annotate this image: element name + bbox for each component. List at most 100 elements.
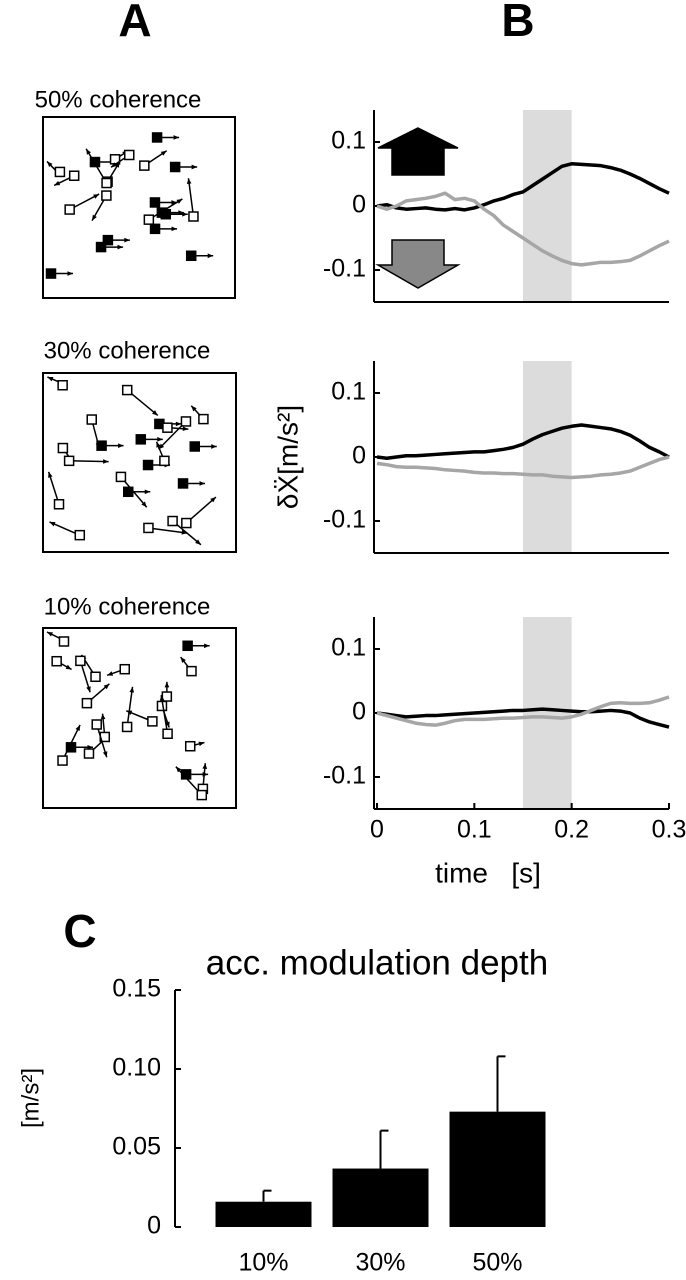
dot: [162, 422, 173, 433]
dot: [74, 529, 86, 541]
arrow-head: [186, 178, 192, 185]
dot: [54, 166, 66, 178]
x-tick-label: 30%: [355, 1249, 405, 1277]
dot: [81, 697, 93, 709]
arrow-head: [191, 164, 198, 170]
y-tick-label: 0: [352, 191, 366, 219]
dot: [89, 156, 101, 168]
y-tick-label: 0.10: [112, 1054, 161, 1082]
arrow-head: [102, 751, 108, 758]
bar: [215, 1201, 312, 1227]
dot: [151, 132, 163, 143]
dot: [135, 434, 147, 445]
arrow-head: [198, 741, 205, 747]
dot: [68, 170, 80, 181]
dot: [95, 241, 107, 253]
down-arrow-icon: [375, 239, 461, 289]
dot: [142, 459, 154, 471]
dot: [159, 455, 170, 467]
up-arrow-icon: [377, 127, 459, 176]
arrow-head: [202, 763, 208, 769]
dot: [45, 268, 57, 279]
dot: [96, 440, 107, 451]
arrow-head: [95, 442, 101, 449]
x-tick-label: 0.3: [652, 816, 686, 844]
arrow-head: [141, 501, 147, 508]
x-tick-label: 0.2: [554, 816, 589, 844]
arrow-head: [103, 459, 109, 464]
dot: [101, 177, 112, 189]
data-line: [376, 191, 670, 267]
arrow-head: [65, 664, 72, 670]
data-line: [376, 162, 670, 212]
arrow-head: [54, 180, 61, 186]
dot: [101, 190, 112, 201]
data-line: [376, 695, 670, 727]
motion-arrow: [158, 424, 183, 450]
stimulus-label: 50% coherence: [35, 86, 202, 113]
dot: [121, 384, 133, 396]
y-tick-label: 0.1: [331, 127, 366, 155]
dot: [189, 441, 201, 452]
dot: [53, 499, 65, 510]
dot: [147, 716, 158, 727]
dot: [139, 160, 150, 171]
panel-label: B: [501, 0, 534, 46]
chart-title: acc. modulation depth: [206, 943, 548, 982]
arrow-head: [182, 426, 189, 432]
stimulus-box: [42, 627, 237, 809]
arrow-head: [86, 686, 91, 693]
arrow-head: [152, 410, 158, 416]
dot: [149, 223, 161, 235]
arrow-head: [92, 214, 97, 221]
dot: [169, 161, 181, 173]
arrow-head: [159, 695, 165, 701]
arrow-head: [182, 211, 188, 217]
y-tick-label: -0.1: [323, 762, 366, 790]
x-tick-label: 0.1: [457, 816, 492, 844]
x-axis-label: time [s]: [435, 857, 541, 888]
arrow-head: [47, 161, 53, 168]
stimulus-label: 30% coherence: [44, 337, 211, 364]
arrow-head: [199, 481, 206, 486]
dot-field: [45, 132, 217, 801]
dot: [124, 149, 135, 161]
motion-arrow: [85, 148, 105, 180]
arrow-head: [191, 405, 197, 412]
arrow-head: [181, 530, 188, 535]
arrow-head: [118, 443, 124, 449]
dot: [83, 748, 95, 759]
arrow-head: [156, 441, 161, 448]
dot: [51, 655, 62, 667]
y-tick-label: 0.1: [331, 634, 366, 662]
dot: [162, 728, 173, 740]
dot: [57, 442, 69, 454]
arrow-head: [111, 162, 117, 168]
arrow-head: [100, 713, 106, 720]
arrow-head: [173, 135, 180, 140]
dot: [186, 665, 197, 677]
dot: [63, 455, 75, 467]
arrow-head: [171, 226, 178, 232]
dot: [64, 204, 75, 215]
y-tick-label: -0.1: [323, 255, 366, 283]
y-tick-label: 0.15: [112, 975, 161, 1003]
arrow-head: [124, 237, 130, 243]
y-axis-label: δẌ[m/s²]: [272, 405, 303, 509]
motion-arrow: [189, 496, 217, 521]
arrow-head: [47, 377, 54, 382]
dot: [90, 671, 101, 683]
data-line: [376, 455, 670, 480]
stimulus-box: [42, 372, 237, 553]
motion-arrow: [130, 392, 159, 417]
arrow-head: [211, 444, 217, 449]
dot: [180, 416, 192, 427]
arrow-head: [126, 710, 133, 716]
dot: [91, 719, 102, 730]
dot: [149, 197, 161, 208]
motion-arrow: [153, 527, 188, 534]
dot: [181, 517, 192, 529]
arrow-head: [86, 148, 91, 155]
dot: [58, 636, 70, 647]
